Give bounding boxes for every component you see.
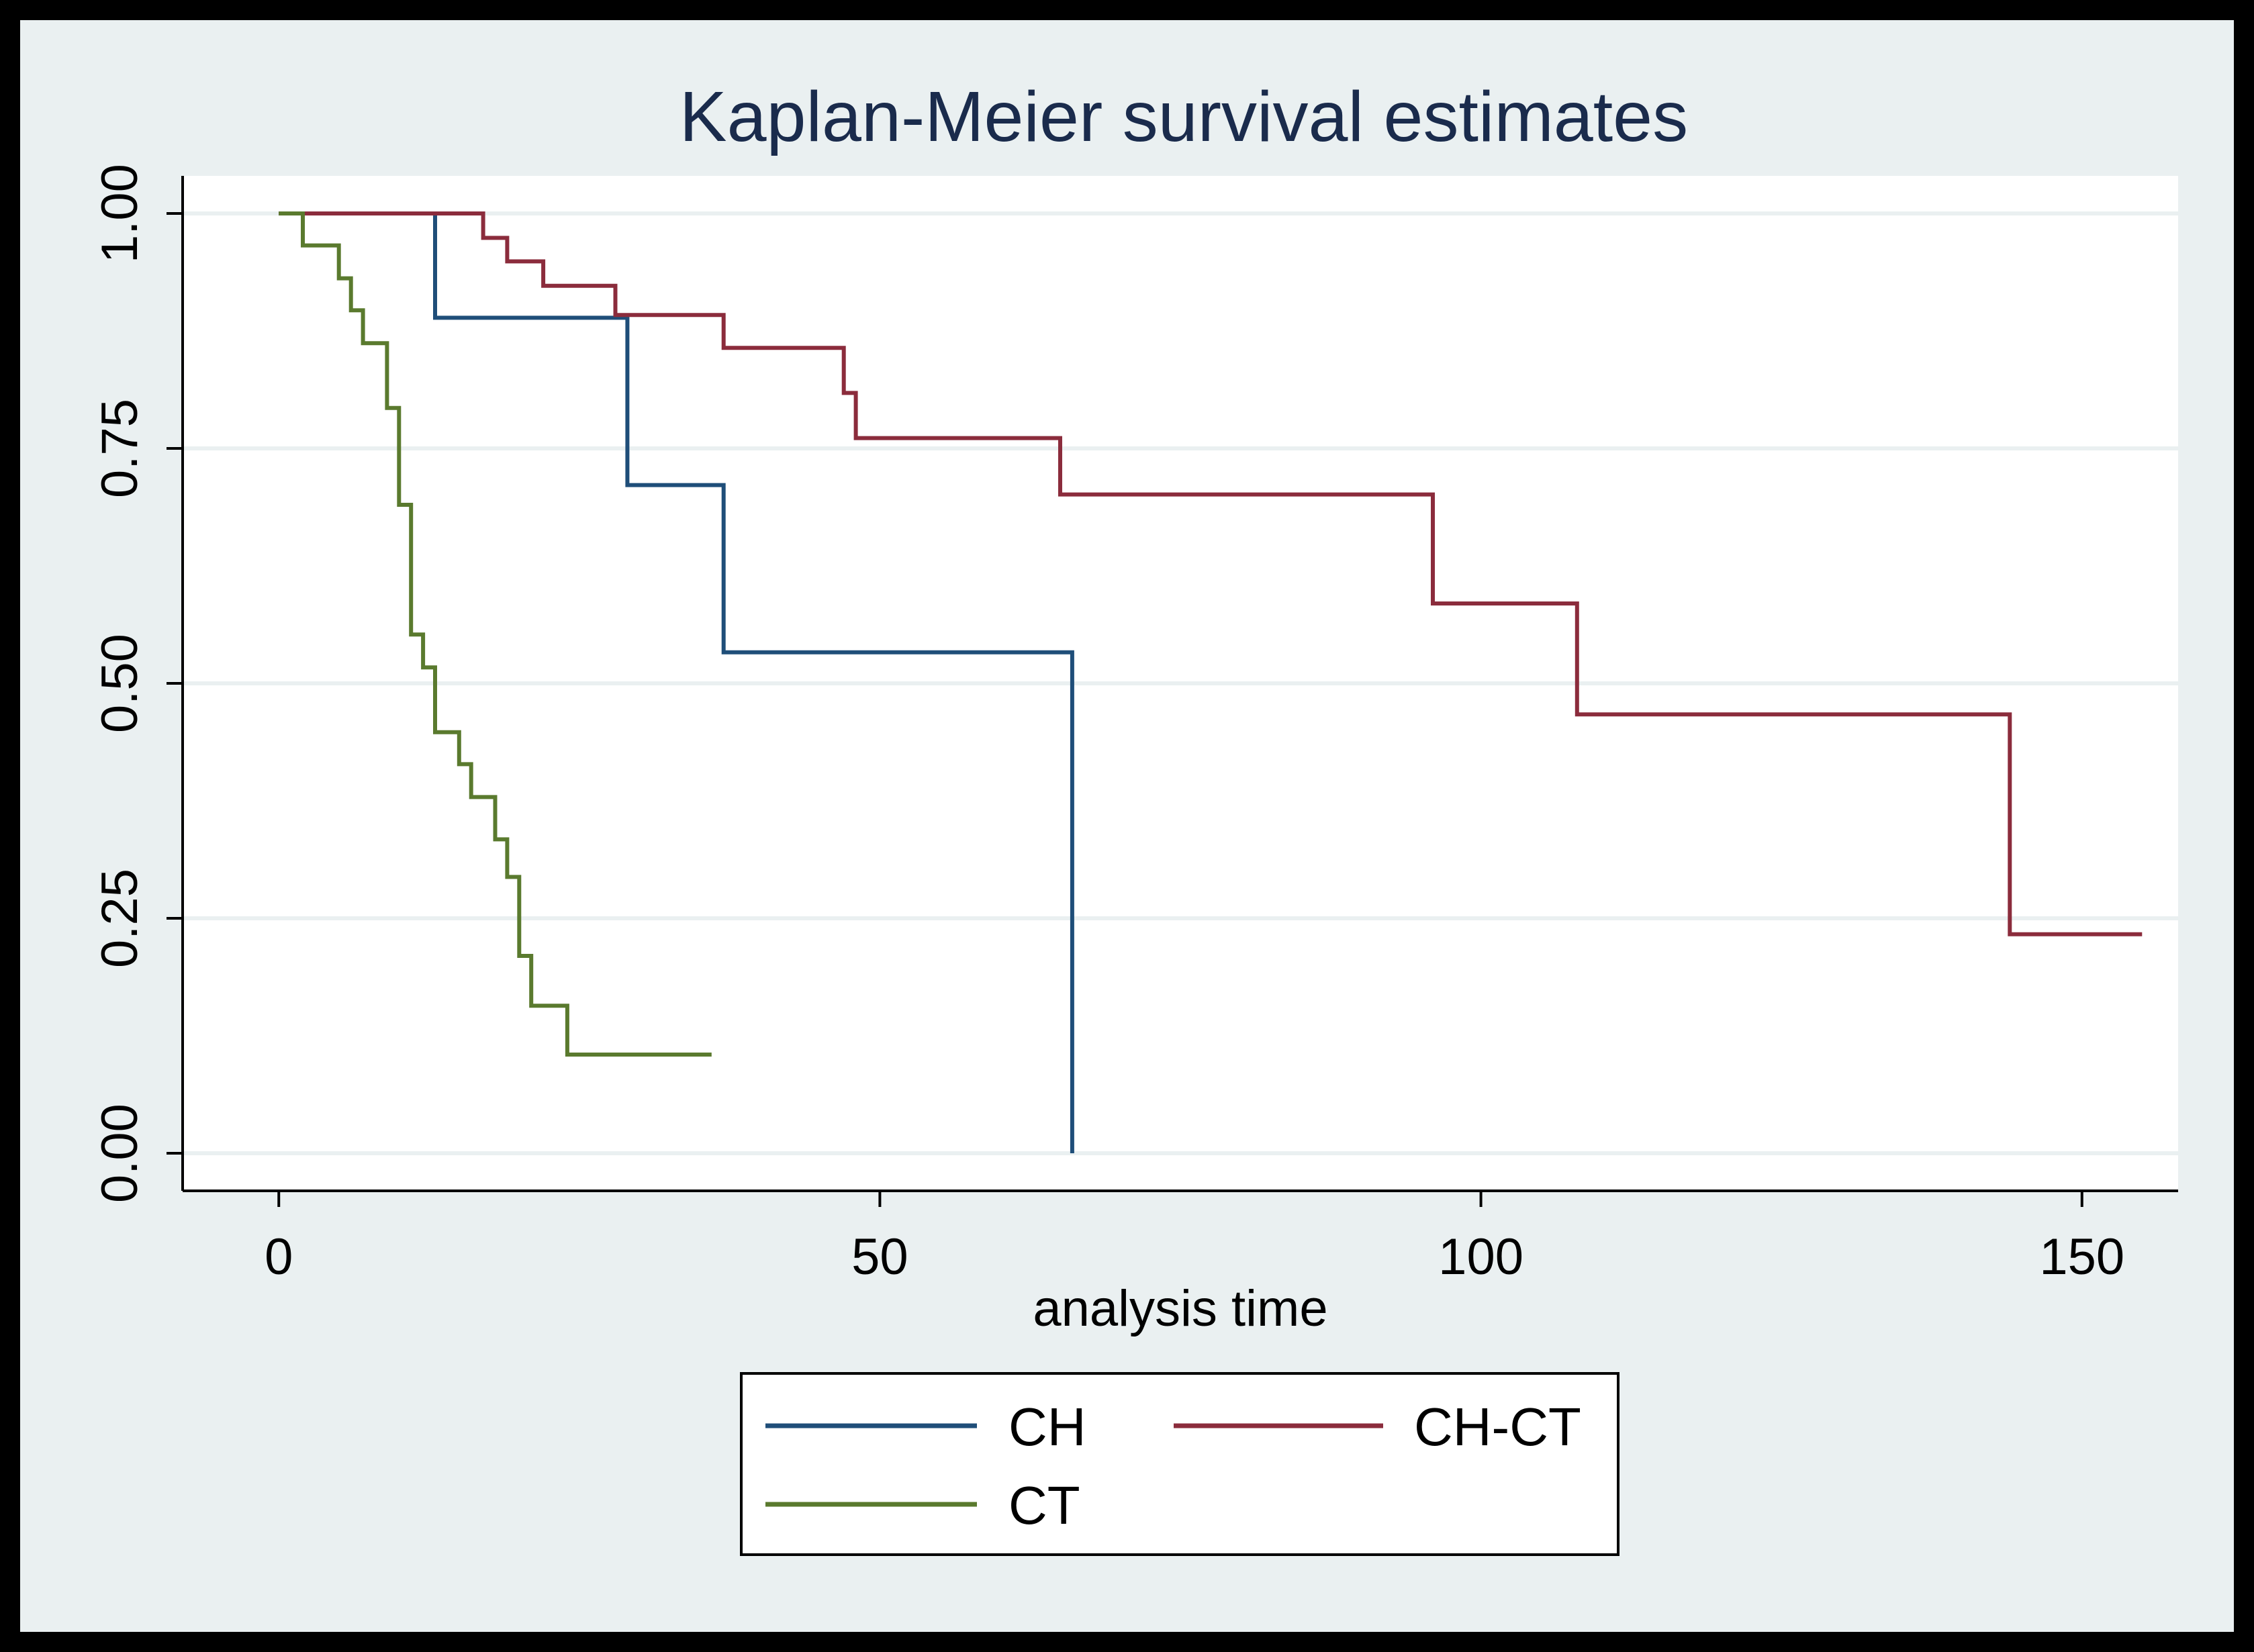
x-ticks: 0 50 100 150 xyxy=(265,1191,2124,1285)
x-tick-label-1: 50 xyxy=(851,1228,908,1285)
legend-label-ch: CH xyxy=(1008,1397,1086,1457)
chart-title: Kaplan-Meier survival estimates xyxy=(679,77,1688,156)
x-tick-label-0: 0 xyxy=(265,1228,293,1285)
x-axis-label: analysis time xyxy=(1033,1280,1327,1337)
x-tick-label-3: 150 xyxy=(2039,1228,2124,1285)
series-line-ch-ct xyxy=(279,211,2143,936)
legend-box xyxy=(740,1372,1619,1556)
series-line-ct xyxy=(279,211,712,1057)
series-line-ch xyxy=(279,211,1074,1153)
legend-label-ch-ct: CH-CT xyxy=(1414,1397,1581,1457)
y-tick-label-0: 0.00 xyxy=(91,1104,148,1203)
legend-label-ct: CT xyxy=(1008,1475,1080,1535)
y-ticks: 0.00 0.25 0.50 0.75 1.00 xyxy=(91,164,183,1203)
y-tick-label-3: 0.75 xyxy=(91,399,148,498)
series-layer xyxy=(279,211,2143,1153)
legend: CH CH-CT CT xyxy=(740,1372,1619,1556)
y-tick-label-2: 0.50 xyxy=(91,634,148,733)
y-tick-label-1: 0.25 xyxy=(91,869,148,968)
gridlines xyxy=(183,211,2178,1155)
x-tick-label-2: 100 xyxy=(1438,1228,1523,1285)
y-tick-label-4: 1.00 xyxy=(91,164,148,263)
